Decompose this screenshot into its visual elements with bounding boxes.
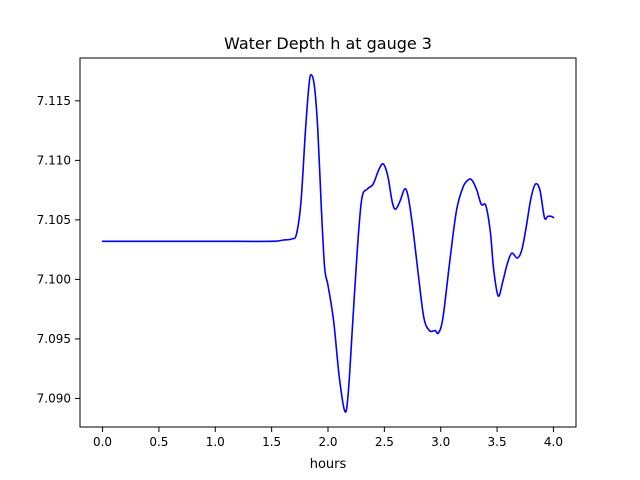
- x-axis-label: hours: [310, 457, 347, 472]
- series-line: [101, 73, 555, 413]
- y-tick-label: 7.115: [37, 94, 71, 108]
- x-tick-label: 3.0: [431, 435, 450, 449]
- y-tick-label: 7.095: [37, 332, 71, 346]
- y-tick-label: 7.100: [37, 272, 71, 286]
- x-tick-label: 2.5: [375, 435, 394, 449]
- x-tick-label: 0.0: [93, 435, 112, 449]
- x-axis-ticks: 0.0 0.5 1.0 1.5 2.0 2.5 3.0 3.5 4.0: [93, 427, 563, 449]
- axes-frame: [79, 57, 577, 428]
- y-tick-label: 7.105: [37, 213, 71, 227]
- x-tick-label: 4.0: [544, 435, 563, 449]
- y-tick-label: 7.090: [37, 391, 71, 405]
- x-tick-label: 1.5: [262, 435, 281, 449]
- y-axis-ticks: 7.090 7.095 7.100 7.105 7.110 7.115: [37, 94, 80, 405]
- x-tick-label: 3.5: [488, 435, 507, 449]
- x-tick-label: 1.0: [206, 435, 225, 449]
- x-tick-label: 0.5: [149, 435, 168, 449]
- y-tick-label: 7.110: [37, 153, 71, 167]
- chart-title: Water Depth h at gauge 3: [224, 34, 432, 53]
- plot-area: [101, 73, 555, 413]
- x-tick-label: 2.0: [318, 435, 337, 449]
